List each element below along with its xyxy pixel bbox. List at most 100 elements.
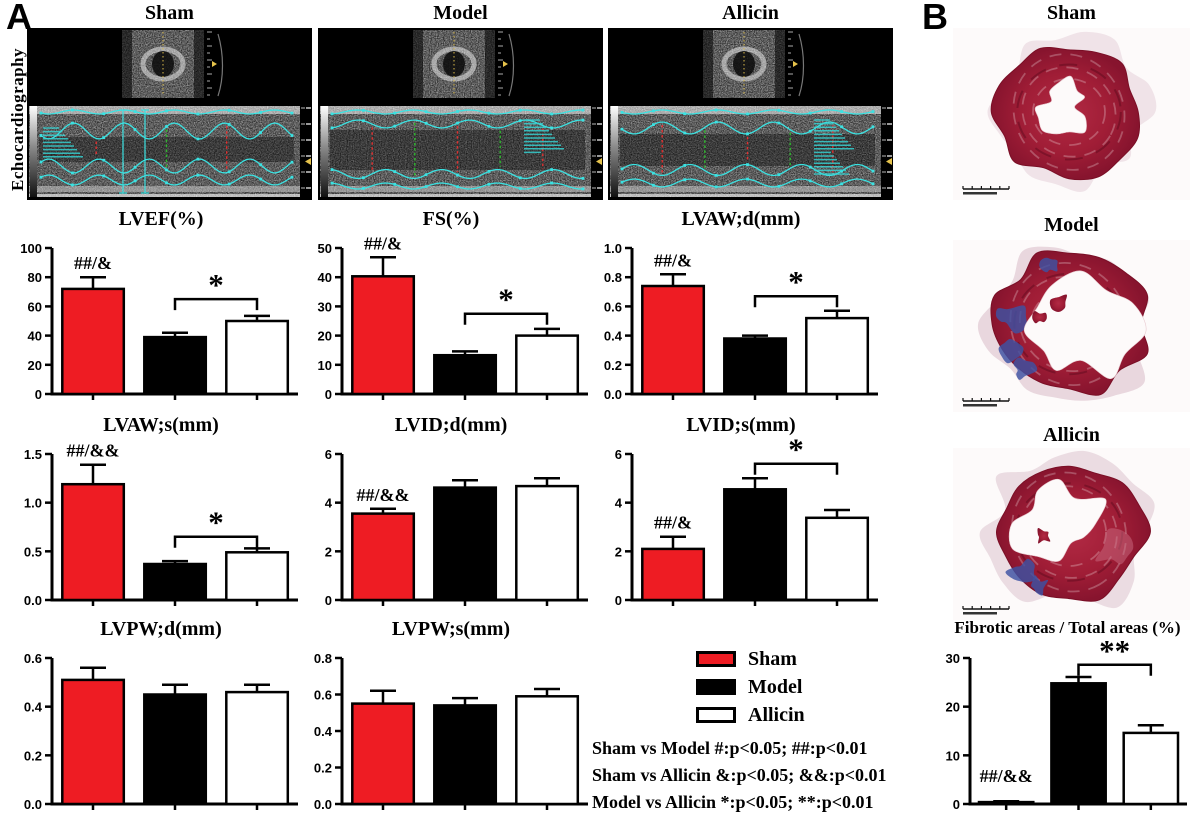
panel-b-label: B <box>922 0 948 37</box>
echo-image-allicin <box>608 28 893 200</box>
svg-text:0.8: 0.8 <box>314 651 332 666</box>
svg-text:10: 10 <box>946 748 960 763</box>
svg-text:0.0: 0.0 <box>314 797 332 812</box>
svg-text:0.0: 0.0 <box>604 387 622 402</box>
svg-text:0.6: 0.6 <box>24 651 42 666</box>
chart-title: LVEF(%) <box>118 208 204 230</box>
stats-line: Model vs Allicin *:p<0.05; **:p<0.01 <box>592 792 874 812</box>
svg-text:0: 0 <box>615 593 622 608</box>
svg-text:1.5: 1.5 <box>24 447 42 462</box>
svg-text:0.4: 0.4 <box>314 724 333 739</box>
stats-line: Sham vs Allicin &:p<0.05; &&:p<0.01 <box>592 765 887 785</box>
svg-text:##/&&: ##/&& <box>980 766 1033 786</box>
legend-item-model: Model <box>696 673 805 701</box>
svg-text:##/&&: ##/&& <box>357 485 410 505</box>
bar-chart-canvas: 0 10 20 30 40 50 ##/& * <box>318 233 588 402</box>
chart-title: LVID;s(mm) <box>686 414 796 436</box>
svg-text:0.2: 0.2 <box>314 761 332 776</box>
svg-text:0: 0 <box>953 797 960 812</box>
chart-title: LVAW;d(mm) <box>681 208 801 230</box>
bar-chart-canvas: 0.0 0.2 0.4 0.6 <box>24 651 298 812</box>
svg-text:##/&: ##/& <box>74 253 112 273</box>
legend-label: Model <box>748 675 803 698</box>
svg-text:##/&: ##/& <box>654 250 692 270</box>
svg-text:6: 6 <box>615 447 622 462</box>
legend-label: Sham <box>748 647 797 670</box>
bar-chart-canvas: 0.0 0.2 0.4 0.6 0.8 1.0 ##/& * <box>604 241 878 402</box>
svg-text:0.8: 0.8 <box>604 270 622 285</box>
svg-text:0.6: 0.6 <box>314 688 332 703</box>
svg-text:0.4: 0.4 <box>24 700 43 715</box>
svg-text:*: * <box>788 264 804 299</box>
svg-text:0.0: 0.0 <box>24 593 42 608</box>
svg-text:##/&: ##/& <box>364 233 402 253</box>
svg-text:0.2: 0.2 <box>604 358 622 373</box>
chart-lvpw-s: LVPW;s(mm) 0.0 0.2 0.4 0.6 0.8 <box>306 618 596 812</box>
svg-text:20: 20 <box>946 700 960 715</box>
bar-chart-canvas: 0 10 20 30 ##/&& ** <box>946 633 1187 812</box>
chart-title: Fibrotic areas / Total areas (%) <box>954 618 1181 637</box>
chart-lvaw-d: LVAW;d(mm) 0.0 0.2 0.4 0.6 0.8 1.0 ##/& * <box>596 208 886 402</box>
bar-chart-canvas: 0 20 40 60 80 100 ##/& * <box>20 241 298 402</box>
svg-text:50: 50 <box>318 241 332 256</box>
chart-lvpw-d: LVPW;d(mm) 0.0 0.2 0.4 0.6 <box>16 618 306 812</box>
legend-label: Allicin <box>748 703 805 726</box>
chart-title: LVPW;d(mm) <box>100 618 222 640</box>
svg-text:0.4: 0.4 <box>604 329 623 344</box>
svg-text:**: ** <box>1099 633 1130 668</box>
svg-text:*: * <box>788 432 804 467</box>
chart-title: FS(%) <box>422 208 480 230</box>
chart-lvaw-s: LVAW;s(mm) 0.0 0.5 1.0 1.5 ##/&& * <box>16 414 306 608</box>
legend-item-sham: Sham <box>696 645 805 673</box>
svg-text:100: 100 <box>20 241 42 256</box>
chart-title: LVPW;s(mm) <box>391 618 511 640</box>
svg-text:40: 40 <box>318 270 332 285</box>
svg-text:20: 20 <box>318 329 332 344</box>
svg-text:30: 30 <box>318 299 332 314</box>
svg-text:0.2: 0.2 <box>24 748 42 763</box>
svg-text:4: 4 <box>615 496 623 511</box>
svg-text:0: 0 <box>35 387 42 402</box>
echo-image-sham <box>27 28 312 200</box>
legend-swatch-sham <box>696 651 736 667</box>
chart-title: LVAW;s(mm) <box>103 414 219 436</box>
chart-title: LVID;d(mm) <box>394 414 508 436</box>
svg-text:0.0: 0.0 <box>24 797 42 812</box>
legend-item-allicin: Allicin <box>696 701 805 729</box>
svg-text:20: 20 <box>28 358 42 373</box>
histology-image-sham <box>953 28 1190 200</box>
histology-image-allicin <box>953 448 1190 620</box>
svg-text:*: * <box>498 282 514 317</box>
chart-fs: FS(%) 0 10 20 30 40 50 ##/& * <box>306 208 596 402</box>
echo-title-model: Model <box>433 2 488 24</box>
svg-text:##/&&: ##/&& <box>67 441 120 461</box>
chart-lvid-d: LVID;d(mm) 0 2 4 6 ##/&& <box>306 414 596 608</box>
echo-title-allicin: Allicin <box>722 2 779 24</box>
stats-notes: Sham vs Model #:p<0.05; ##:p<0.01 Sham v… <box>592 735 942 816</box>
chart-lvid-s: LVID;s(mm) 0 2 4 6 ##/& * <box>596 414 886 608</box>
svg-text:4: 4 <box>325 496 333 511</box>
svg-text:0: 0 <box>325 387 332 402</box>
svg-text:0.5: 0.5 <box>24 544 42 559</box>
histology-title-sham: Sham <box>1047 2 1096 24</box>
svg-text:*: * <box>208 267 224 302</box>
svg-text:60: 60 <box>28 299 42 314</box>
svg-text:*: * <box>208 505 224 540</box>
svg-text:1.0: 1.0 <box>24 496 42 511</box>
stats-line: Sham vs Model #:p<0.05; ##:p<0.01 <box>592 738 868 758</box>
svg-text:40: 40 <box>28 329 42 344</box>
bar-chart-canvas: 0 2 4 6 ##/&& <box>325 447 588 608</box>
svg-text:6: 6 <box>325 447 332 462</box>
bar-chart-canvas: 0.0 0.2 0.4 0.6 0.8 <box>314 651 588 812</box>
legend-swatch-model <box>696 679 736 695</box>
svg-text:2: 2 <box>325 544 332 559</box>
histology-image-model <box>953 240 1190 412</box>
bar-chart-canvas: 0.0 0.5 1.0 1.5 ##/&& * <box>24 441 298 608</box>
histology-title-model: Model <box>1044 214 1099 236</box>
svg-text:##/&: ##/& <box>654 513 692 533</box>
chart-lvef: LVEF(%) 0 20 40 60 80 100 ##/& * <box>16 208 306 402</box>
histology-title-allicin: Allicin <box>1043 424 1100 446</box>
svg-text:0.6: 0.6 <box>604 299 622 314</box>
svg-text:10: 10 <box>318 358 332 373</box>
